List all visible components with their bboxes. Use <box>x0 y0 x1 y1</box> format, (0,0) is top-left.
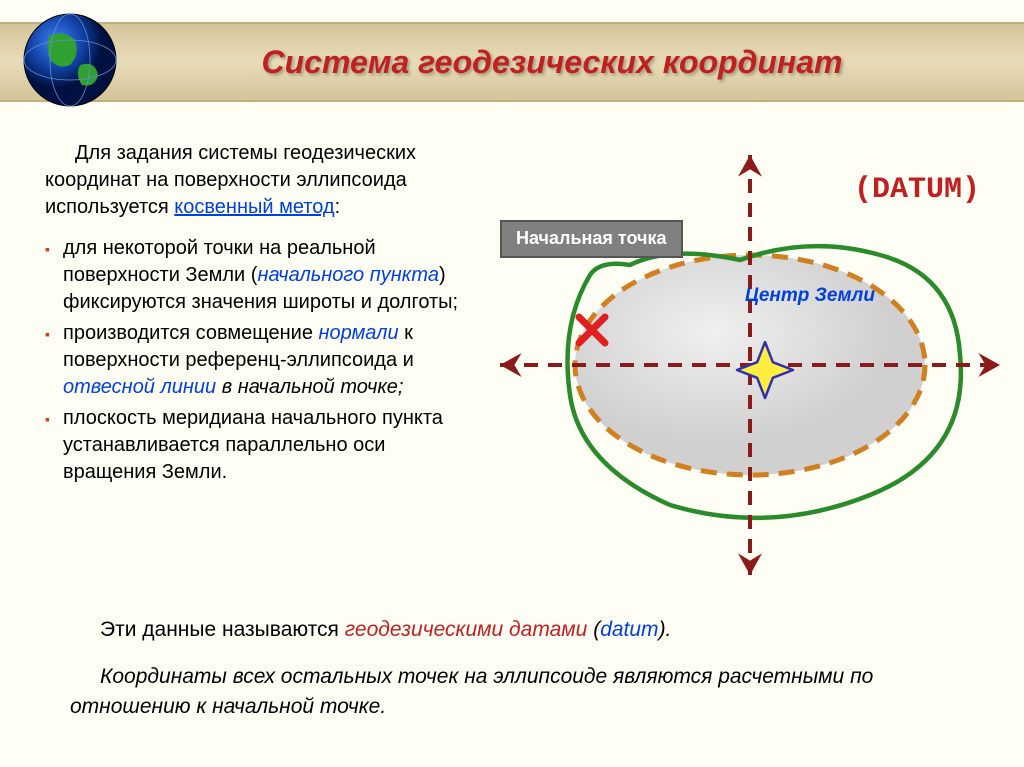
diagram-svg <box>470 145 1000 575</box>
center-earth-label: Центр Земли <box>745 285 875 307</box>
bullet-1: для некоторой точки на реальной поверхно… <box>45 235 465 316</box>
bottom-line-1: Эти данные называются геодезическими дат… <box>70 615 950 644</box>
bottom-text: Эти данные называются геодезическими дат… <box>70 615 950 739</box>
bullet-list: для некоторой точки на реальной поверхно… <box>45 235 465 486</box>
bullet-2: производится совмещение нормали к поверх… <box>45 320 465 401</box>
diagram: (DATUM) Начальная точка Центр Земли <box>470 145 1000 575</box>
intro-colon: : <box>335 196 341 218</box>
intro-paragraph: Для задания системы геодезических коорди… <box>45 140 465 221</box>
intro-underlined: косвенный метод <box>174 196 334 218</box>
page-title: Система геодезических координат <box>262 44 843 81</box>
bullet-3: плоскость меридиана начального пункта ус… <box>45 405 465 486</box>
bottom-line-2: Координаты всех остальных точек на эллип… <box>70 662 950 721</box>
text-column: Для задания системы геодезических коорди… <box>45 140 465 490</box>
globe-icon <box>20 10 120 110</box>
datum-label: (DATUM) <box>854 173 980 207</box>
header-band: Система геодезических координат <box>0 22 1024 102</box>
start-point-label: Начальная точка <box>500 220 683 258</box>
